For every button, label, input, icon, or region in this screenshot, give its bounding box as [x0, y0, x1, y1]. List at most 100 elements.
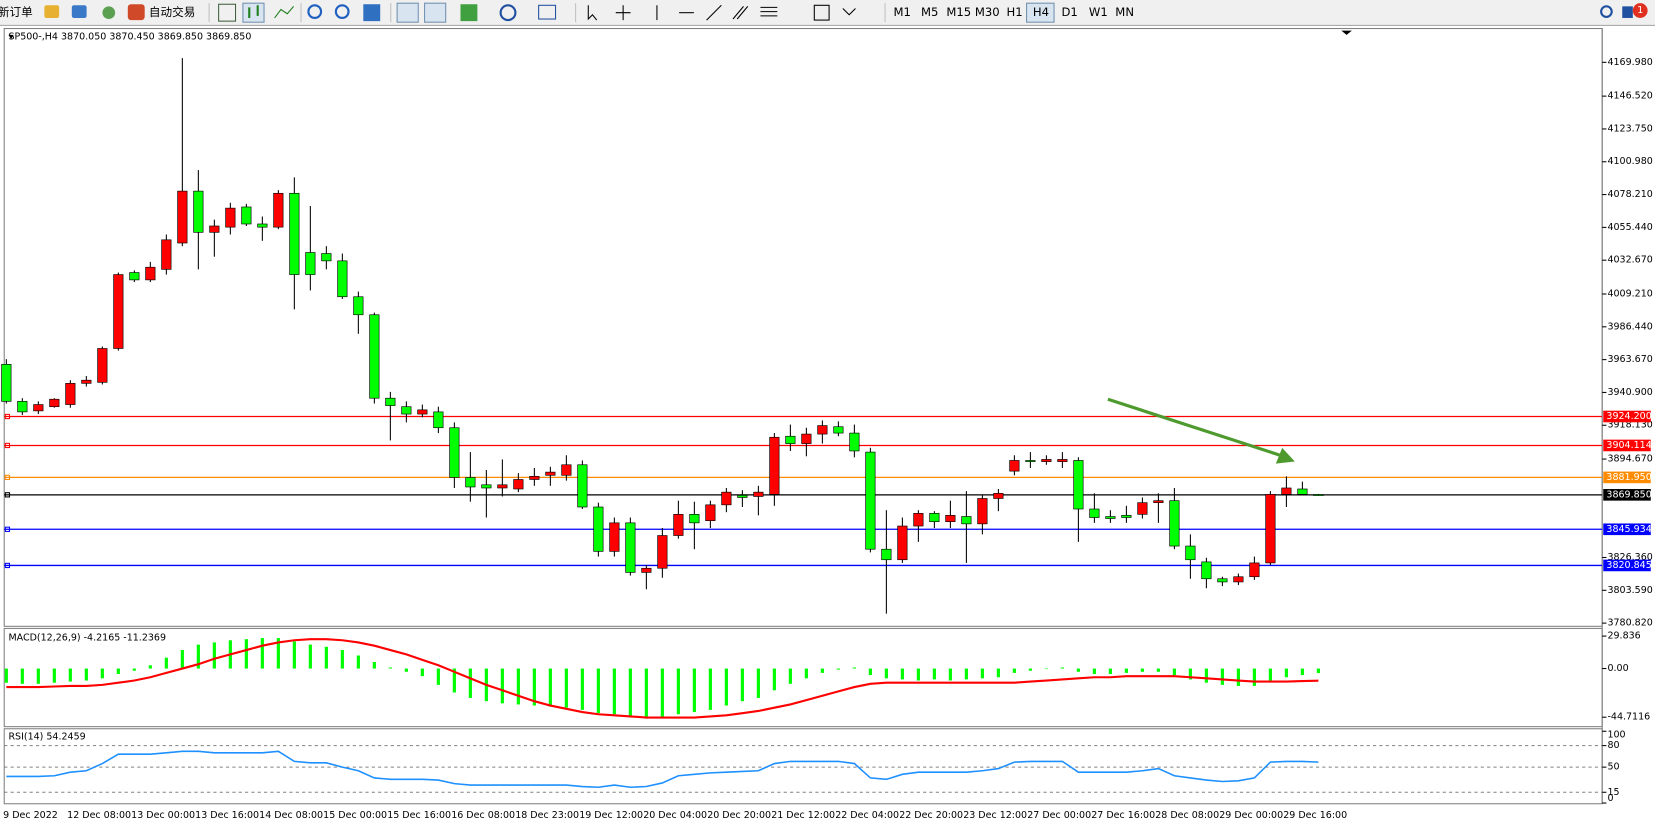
indicators-button[interactable]: [460, 4, 478, 22]
candle-body: [529, 475, 540, 480]
candle-body: [769, 436, 780, 495]
macd-bar: [196, 644, 200, 669]
candle-body: [1249, 562, 1260, 578]
price-label: 3904.114: [1606, 440, 1651, 451]
crosshair-button[interactable]: [615, 5, 631, 21]
macd-bar: [948, 668, 952, 681]
macd-bar: [1236, 668, 1240, 686]
x-tick-label: 18 Dec 23:00: [515, 810, 579, 821]
templates-button[interactable]: [538, 4, 557, 20]
y-tick-label: 4078.210: [1607, 189, 1652, 200]
zoom-in-button[interactable]: [307, 4, 323, 20]
y-tick-label: 3986.440: [1607, 321, 1652, 332]
plot: 4169.980 4146.520 4123.750 4100.980 4078.210…: [1, 57, 1653, 821]
timeframe-button[interactable]: W1: [1089, 5, 1108, 19]
macd-bar: [644, 668, 648, 719]
y-tick-label: -44.7116: [1607, 712, 1650, 723]
candle-body: [625, 522, 636, 573]
x-tick-label: 27 Dec 00:00: [1027, 810, 1091, 821]
macd-bar: [276, 638, 280, 669]
candle-body: [1217, 578, 1228, 583]
auto-trading-button[interactable]: 自动交易: [149, 5, 195, 19]
line-marker: [4, 562, 11, 569]
zoom-out-button[interactable]: [334, 4, 350, 20]
chart-shift-button[interactable]: [424, 2, 447, 23]
candle-body: [1153, 500, 1164, 503]
macd-bar: [548, 668, 552, 707]
candle-body: [977, 498, 988, 525]
candle-body: [1089, 508, 1100, 518]
label-button[interactable]: [813, 4, 830, 21]
macd-bar: [100, 668, 104, 679]
macd-bar: [1252, 668, 1256, 686]
timeframe-button[interactable]: M15: [946, 5, 971, 19]
y-tick-label: 3894.670: [1607, 454, 1652, 465]
candle-body: [1057, 459, 1068, 462]
candle-body: [193, 190, 204, 233]
price-label: 3845.934: [1606, 524, 1651, 535]
bar-chart-button[interactable]: [218, 3, 237, 22]
macd-bar: [468, 668, 472, 698]
macd-bar: [340, 650, 344, 669]
search-button[interactable]: [1600, 5, 1613, 18]
candle-body: [449, 427, 460, 478]
price-label-bg: [1603, 489, 1651, 501]
macd-bar: [1076, 668, 1080, 672]
line-marker: [4, 413, 11, 420]
timeframe-button[interactable]: M30: [975, 5, 1000, 19]
price-label-bg: [1603, 439, 1651, 452]
candle-chart-button[interactable]: [242, 2, 265, 23]
candle-body: [497, 484, 508, 489]
macd-bar: [804, 668, 808, 679]
notification-badge[interactable]: [1632, 3, 1648, 18]
price-label-bg: [1603, 471, 1651, 484]
candle-body: [993, 492, 1004, 499]
timeframe-button[interactable]: M1: [894, 5, 911, 19]
macd-bar: [388, 667, 392, 669]
timeframe-button[interactable]: D1: [1061, 5, 1077, 19]
timeframe-button[interactable]: MN: [1115, 5, 1134, 19]
new-order-button[interactable]: 新订单: [0, 5, 33, 19]
y-tick-label: 100: [1607, 730, 1625, 741]
candle-body: [129, 272, 140, 281]
macd-bar: [404, 668, 408, 672]
candle-body: [177, 190, 188, 244]
fibo-button[interactable]: [760, 6, 778, 17]
arrows-button[interactable]: [842, 8, 856, 16]
macd-bar: [1172, 668, 1176, 676]
macd-bar: [772, 668, 776, 691]
autoscroll-button[interactable]: [396, 2, 419, 23]
tile-button[interactable]: [363, 4, 381, 22]
y-tick-label: 4146.520: [1607, 91, 1652, 102]
timeframe-button[interactable]: M5: [921, 5, 938, 19]
macd-bar: [596, 668, 600, 714]
y-tick-label: 0.00: [1607, 663, 1628, 674]
candle-body: [1, 364, 12, 402]
line-chart-button[interactable]: [274, 6, 295, 19]
trend-arrow: [1107, 397, 1281, 457]
y-tick-label: 29.836: [1607, 631, 1640, 642]
icon[interactable]: [102, 6, 116, 20]
timeframe-button[interactable]: H1: [1007, 5, 1023, 19]
shift-marker: [1341, 30, 1352, 35]
trend-arrow-head: [1275, 447, 1295, 464]
cursor-button[interactable]: [587, 5, 598, 21]
macd-title: MACD(12,26,9) -4.2165 -11.2369: [8, 632, 166, 643]
macd-bar: [244, 639, 248, 669]
trendline-button[interactable]: [706, 4, 722, 21]
icon[interactable]: [71, 5, 87, 18]
periods-button[interactable]: [499, 4, 517, 22]
icon[interactable]: [44, 5, 60, 18]
macd-bar: [612, 668, 616, 715]
chat-button[interactable]: [1622, 6, 1633, 18]
macd-bar: [452, 668, 456, 693]
auto-trading-icon[interactable]: [127, 4, 145, 21]
candle-body: [785, 435, 796, 444]
candle-body: [1169, 500, 1180, 547]
timeframe-button[interactable]: H4: [1033, 5, 1049, 19]
candle-body: [1025, 460, 1036, 462]
channel-button[interactable]: [732, 6, 749, 20]
x-tick-label: 20 Dec 04:00: [643, 810, 707, 821]
macd-bar: [20, 668, 24, 684]
